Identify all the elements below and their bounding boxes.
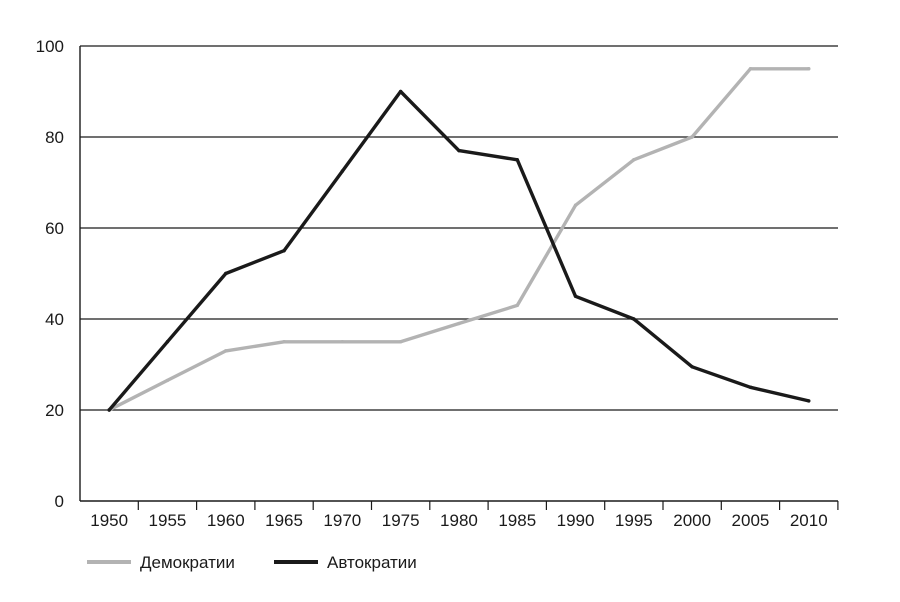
series-1-point-2: [224, 271, 228, 276]
legend: Демократии Автократии: [87, 553, 417, 572]
series-0-point-4: [340, 340, 345, 344]
series-1-point-9: [632, 317, 636, 321]
series-0-point-6: [457, 321, 461, 326]
x-tick-label: 1995: [615, 511, 653, 530]
x-tick-label: 2005: [732, 511, 770, 530]
series-0-point-12: [807, 67, 811, 71]
y-axis-ticks: 0 20 40 60 80 100: [36, 37, 64, 511]
y-tick-label: 0: [55, 492, 64, 511]
series-1-point-4: [340, 169, 345, 173]
x-tick-label: 1990: [557, 511, 595, 530]
series-1-point-0: [107, 408, 111, 412]
x-axis-ticks: 1950 1955 1960 1965 1970 1975 1980 1985 1990 1995…: [90, 501, 839, 530]
y-tick-label: 40: [45, 310, 64, 329]
series-1-point-3: [282, 249, 286, 253]
series-0-point-7: [515, 303, 519, 308]
y-tick-label: 60: [45, 219, 64, 238]
series-0-point-2: [224, 349, 228, 353]
x-tick-label: 1970: [323, 511, 361, 530]
legend-label-1: Автократии: [327, 553, 417, 572]
series-1-point-6: [457, 148, 461, 153]
series-1-point-1: [165, 340, 170, 344]
x-tick-label: 1965: [265, 511, 303, 530]
x-tick-label: 1960: [207, 511, 245, 530]
x-tick-label: 1955: [149, 511, 187, 530]
series-0-point-3: [282, 340, 286, 344]
series-0-point-1: [165, 378, 170, 383]
series-0-point-5: [398, 340, 403, 344]
series-line-0: [107, 67, 811, 412]
series-0-point-10: [690, 135, 694, 139]
axes: [79, 46, 838, 502]
series-1-point-11: [748, 385, 753, 389]
x-tick-label: 1980: [440, 511, 478, 530]
x-tick-label: 1950: [90, 511, 128, 530]
series-line-1: [107, 89, 811, 412]
y-tick-label: 80: [45, 128, 64, 147]
x-tick-label: 2000: [673, 511, 711, 530]
series-1-point-5: [398, 89, 403, 94]
series-1-point-7: [515, 158, 519, 162]
series-1-point-12: [807, 399, 811, 403]
x-tick-label: 1975: [382, 511, 420, 530]
series-0-point-8: [573, 203, 578, 207]
legend-label-0: Демократии: [140, 553, 235, 572]
series-1-point-10: [690, 365, 694, 369]
gridlines: [80, 45, 838, 411]
series-0-point-11: [748, 67, 753, 71]
x-tick-label: 1985: [498, 511, 536, 530]
y-tick-label: 20: [45, 401, 64, 420]
series-lines: [107, 67, 811, 412]
x-tick-label: 2010: [790, 511, 828, 530]
series-0-point-9: [632, 158, 636, 162]
series-1-point-8: [573, 294, 578, 298]
y-tick-label: 100: [36, 37, 64, 56]
